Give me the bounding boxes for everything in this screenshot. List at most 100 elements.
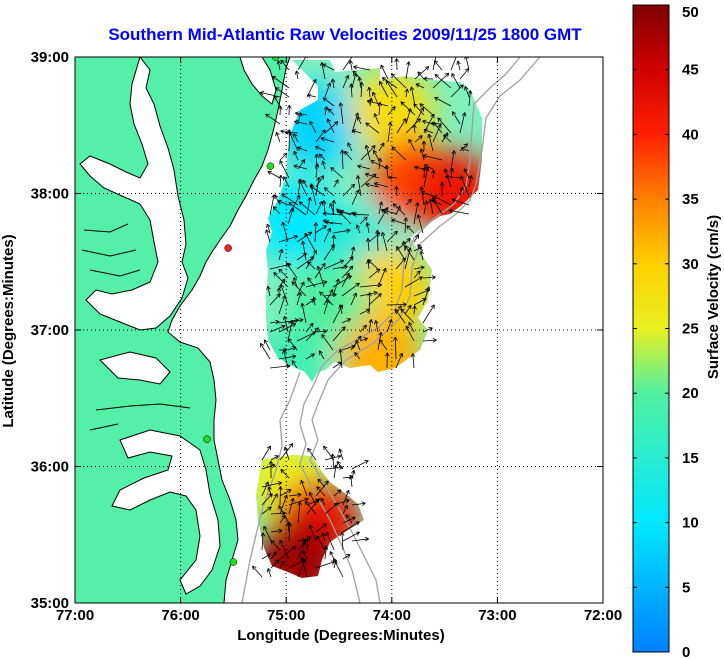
velocity-vector <box>452 111 461 125</box>
velocity-vector <box>307 261 316 270</box>
velocity-vector <box>322 97 335 107</box>
velocity-vector <box>421 191 434 197</box>
velocity-vector <box>301 303 307 324</box>
velocity-vector <box>429 199 434 215</box>
velocity-vector <box>423 164 434 170</box>
velocity-vector <box>359 309 370 315</box>
velocity-vector <box>280 59 290 71</box>
velocity-vector <box>461 147 470 152</box>
velocity-vector <box>341 282 360 297</box>
velocity-vector <box>352 213 370 216</box>
velocity-vector <box>395 205 401 216</box>
velocity-vector <box>278 355 297 360</box>
velocity-vector <box>413 305 416 315</box>
velocity-vector <box>413 266 425 270</box>
velocity-vector <box>270 455 279 461</box>
velocity-vector <box>368 292 371 315</box>
velocity-vector <box>304 232 316 252</box>
velocity-vector <box>404 276 423 288</box>
velocity-vector <box>323 260 344 270</box>
velocity-vector <box>414 135 423 143</box>
velocity-vector <box>405 108 412 125</box>
velocity-vector <box>269 194 275 216</box>
colorbar-tick-label: 5 <box>682 579 690 596</box>
velocity-vector <box>294 121 308 125</box>
velocity-vector <box>404 217 407 234</box>
velocity-vector <box>296 231 312 243</box>
velocity-vector <box>280 469 290 479</box>
velocity-vector <box>297 57 307 71</box>
velocity-vector <box>306 498 320 515</box>
y-axis-label: Latitude (Degrees:Minutes) <box>0 234 17 427</box>
velocity-vectors <box>252 57 474 578</box>
velocity-vector <box>279 152 288 161</box>
velocity-vector <box>297 539 306 542</box>
velocity-vector <box>420 148 425 161</box>
velocity-vector <box>417 71 425 80</box>
velocity-vector <box>359 337 368 342</box>
colorbar <box>632 4 670 653</box>
velocity-vector <box>319 291 334 306</box>
velocity-vector <box>316 535 326 551</box>
velocity-vector <box>298 201 316 216</box>
radar-station-marker <box>266 162 275 170</box>
velocity-vector <box>269 365 291 369</box>
velocity-vector <box>279 489 292 497</box>
velocity-vector <box>283 349 289 369</box>
velocity-vector <box>412 353 415 369</box>
velocity-vector <box>315 480 329 497</box>
velocity-vector <box>315 129 326 143</box>
velocity-vector <box>320 497 326 506</box>
velocity-vector <box>433 122 443 134</box>
velocity-vector <box>267 568 272 578</box>
velocity-vector <box>403 240 406 252</box>
velocity-vector <box>273 95 281 107</box>
velocity-vector <box>302 179 308 188</box>
velocity-vector <box>283 316 289 333</box>
velocity-vector <box>365 122 380 134</box>
velocity-vector <box>422 286 430 306</box>
velocity-vector <box>450 57 457 71</box>
velocity-vector <box>305 299 315 306</box>
velocity-vector <box>323 299 330 315</box>
velocity-vector <box>339 448 344 461</box>
velocity-vector <box>404 247 411 270</box>
velocity-vector <box>386 230 398 243</box>
velocity-vector <box>381 232 388 252</box>
velocity-vector <box>422 304 435 324</box>
velocity-vector <box>370 160 389 170</box>
velocity-vector <box>357 165 371 170</box>
velocity-vector <box>336 461 344 470</box>
velocity-vector <box>413 124 416 134</box>
velocity-vector <box>330 167 344 179</box>
velocity-vector <box>288 498 309 506</box>
velocity-vector <box>341 272 350 288</box>
velocity-vector <box>422 154 443 161</box>
velocity-vector <box>284 446 290 461</box>
velocity-vector <box>468 175 472 188</box>
velocity-vector <box>315 201 323 215</box>
velocity-vector <box>284 131 299 134</box>
velocity-vector <box>280 284 289 306</box>
velocity-vector <box>263 525 272 542</box>
velocity-vector <box>414 107 424 125</box>
velocity-vector <box>314 225 327 234</box>
velocity-vector <box>406 225 415 234</box>
chesapeake-bay <box>79 57 189 331</box>
velocity-vector <box>279 545 296 560</box>
velocity-vector <box>405 88 408 98</box>
velocity-vector <box>459 68 469 80</box>
velocity-vector <box>350 246 355 261</box>
y-tick-label: 38:00 <box>31 186 69 203</box>
velocity-vector <box>451 73 461 89</box>
radar-station-marker <box>203 435 211 443</box>
velocity-vector <box>333 559 337 569</box>
velocity-vector <box>368 87 371 98</box>
y-tick-label: 35:00 <box>31 595 69 612</box>
velocity-vector <box>344 150 353 161</box>
velocity-vector <box>288 202 307 216</box>
velocity-vector <box>423 129 434 134</box>
velocity-vector <box>261 553 271 560</box>
velocity-vector <box>340 102 344 125</box>
